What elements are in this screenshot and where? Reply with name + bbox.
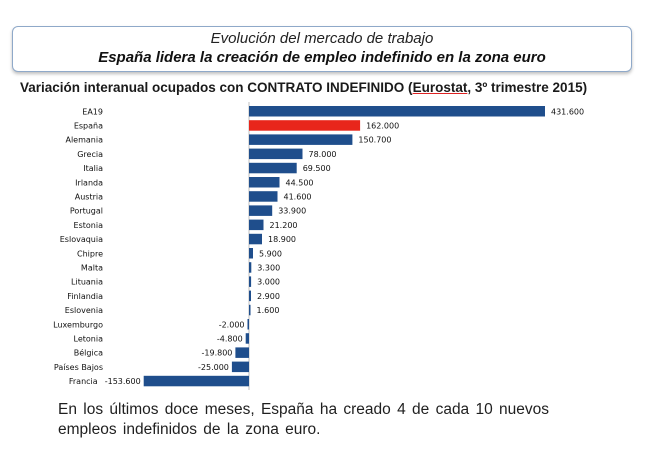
bar-1 (249, 120, 361, 131)
value-label-8: 21.200 (270, 221, 298, 230)
category-label-14: Eslovenia (65, 306, 103, 315)
value-label-9: 18.900 (268, 235, 296, 244)
value-label-16: -4.800 (217, 334, 243, 343)
category-label-11: Malta (81, 263, 103, 272)
bar-10 (249, 248, 253, 259)
bar-3 (249, 148, 303, 160)
chart-title-prefix: Variación interanual ocupados con CONTRA… (20, 80, 413, 95)
value-label-15: -2.000 (219, 320, 245, 329)
category-label-16: Letonia (74, 334, 104, 343)
category-label-12: Lituania (71, 278, 103, 287)
value-label-17: -19.800 (202, 349, 233, 358)
value-label-19: -153.600 (105, 377, 141, 386)
chart-title-suffix: , 3º trimestre 2015) (467, 80, 588, 95)
bar-18 (231, 361, 249, 373)
value-label-6: 41.600 (284, 192, 312, 201)
header-subtitle: España lidera la creación de empleo inde… (98, 49, 546, 66)
bar-12 (249, 276, 252, 287)
bar-chart: 431.600 EA19 162.000 España 150.700 Alemania 7… (53, 102, 584, 390)
value-label-11: 3.300 (257, 263, 280, 272)
value-label-5: 44.500 (286, 178, 314, 187)
bar-16 (245, 333, 249, 344)
bar-15 (247, 319, 249, 330)
chart-title-source: Eurostat (412, 80, 468, 95)
value-label-14: 1.600 (257, 306, 280, 315)
category-label-9: Eslovaquia (60, 235, 103, 244)
category-label-13: Finlandia (67, 292, 103, 301)
header-box: Evolución del mercado de trabajo España … (12, 26, 632, 72)
footnote-line-1: En los últimos doce meses, España ha cre… (58, 401, 550, 418)
value-label-10: 5.900 (259, 249, 282, 258)
bar-8 (249, 219, 264, 231)
category-label-4: Italia (83, 164, 103, 173)
category-label-5: Irlanda (75, 178, 103, 187)
bar-7 (249, 205, 273, 216)
value-label-1: 162.000 (366, 121, 399, 130)
bar-13 (249, 290, 251, 302)
footnote: En los últimos doce meses, España ha cre… (58, 400, 549, 440)
bar-4 (249, 162, 297, 174)
value-label-4: 69.500 (303, 164, 331, 173)
category-label-7: Portugal (70, 207, 103, 216)
chart-title: Variación interanual ocupados con CONTRA… (20, 80, 587, 95)
category-label-8: Estonia (74, 221, 104, 230)
value-label-3: 78.000 (309, 150, 337, 159)
category-label-15: Luxemburgo (53, 320, 103, 329)
value-label-7: 33.900 (278, 207, 306, 216)
value-label-13: 2.900 (257, 292, 280, 301)
bar-19 (143, 375, 249, 387)
bar-6 (249, 191, 278, 202)
category-label-3: Grecia (77, 150, 103, 159)
category-label-6: Austria (75, 192, 103, 201)
bar-17 (235, 347, 249, 358)
value-label-18: -25.000 (198, 363, 229, 372)
bar-2 (249, 134, 353, 145)
bar-5 (249, 177, 280, 188)
header-title: Evolución del mercado de trabajo (210, 30, 434, 47)
bar-14 (249, 304, 251, 316)
category-label-19: Francia (69, 377, 98, 386)
category-label-1: España (74, 121, 103, 130)
bar-0 (249, 106, 545, 117)
category-label-10: Chipre (77, 249, 103, 258)
bar-9 (249, 233, 262, 245)
category-label-2: Alemania (65, 136, 103, 145)
value-label-0: 431.600 (551, 107, 584, 116)
footnote-line-2: empleos indefinidos de la zona euro. (58, 421, 321, 438)
bar-11 (249, 262, 252, 273)
category-label-0: EA19 (82, 107, 103, 116)
category-label-17: Bélgica (74, 348, 103, 358)
value-label-2: 150.700 (358, 136, 391, 145)
category-label-18: Países Bajos (54, 363, 103, 372)
value-label-12: 3.000 (257, 278, 280, 287)
